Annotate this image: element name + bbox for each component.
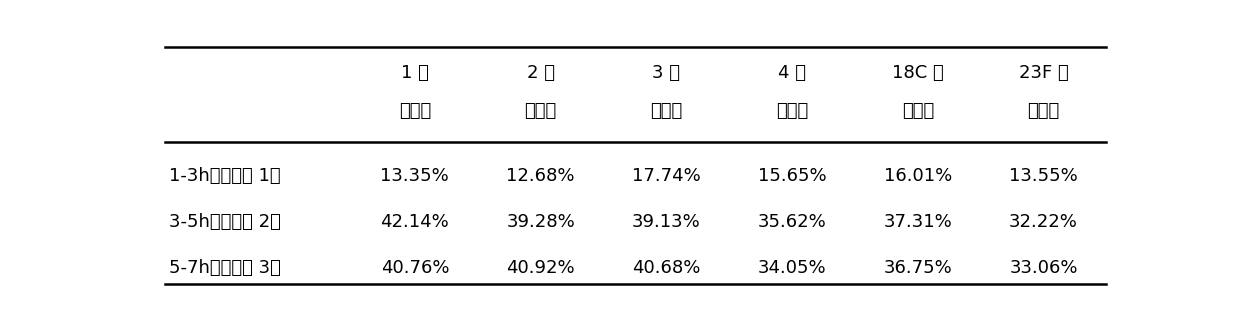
Text: 2 型: 2 型 [527, 65, 554, 82]
Text: 36.75%: 36.75% [883, 259, 952, 277]
Text: 回收率: 回收率 [650, 102, 682, 120]
Text: 1 型: 1 型 [401, 65, 429, 82]
Text: 17.74%: 17.74% [632, 167, 701, 185]
Text: 40.76%: 40.76% [381, 259, 449, 277]
Text: 13.35%: 13.35% [381, 167, 449, 185]
Text: 42.14%: 42.14% [381, 214, 449, 232]
Text: 32.22%: 32.22% [1009, 214, 1078, 232]
Text: 3-5h（实验组 2）: 3-5h（实验组 2） [170, 214, 281, 232]
Text: 回收率: 回收率 [1028, 102, 1060, 120]
Text: 39.28%: 39.28% [506, 214, 575, 232]
Text: 4 型: 4 型 [777, 65, 806, 82]
Text: 12.68%: 12.68% [506, 167, 575, 185]
Text: 40.68%: 40.68% [632, 259, 701, 277]
Text: 15.65%: 15.65% [758, 167, 826, 185]
Text: 1-3h（实验组 1）: 1-3h（实验组 1） [170, 167, 281, 185]
Text: 23F 型: 23F 型 [1018, 65, 1069, 82]
Text: 13.55%: 13.55% [1009, 167, 1078, 185]
Text: 16.01%: 16.01% [884, 167, 952, 185]
Text: 37.31%: 37.31% [883, 214, 952, 232]
Text: 3 型: 3 型 [652, 65, 681, 82]
Text: 回收率: 回收率 [901, 102, 934, 120]
Text: 34.05%: 34.05% [758, 259, 826, 277]
Text: 35.62%: 35.62% [758, 214, 826, 232]
Text: 18C 型: 18C 型 [892, 65, 944, 82]
Text: 5-7h（实验组 3）: 5-7h（实验组 3） [170, 259, 281, 277]
Text: 回收率: 回收率 [776, 102, 808, 120]
Text: 33.06%: 33.06% [1009, 259, 1078, 277]
Text: 回收率: 回收率 [525, 102, 557, 120]
Text: 回收率: 回收率 [399, 102, 432, 120]
Text: 40.92%: 40.92% [506, 259, 575, 277]
Text: 39.13%: 39.13% [632, 214, 701, 232]
